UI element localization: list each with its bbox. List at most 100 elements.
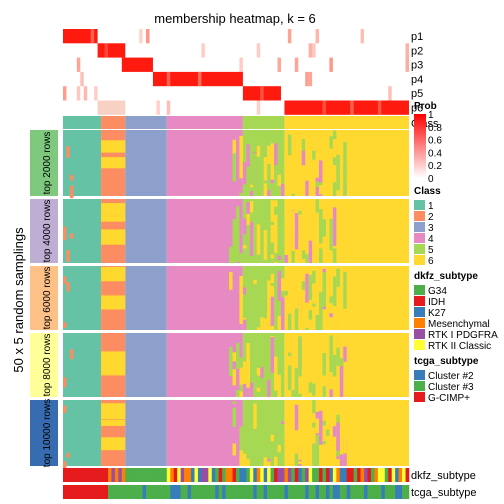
class-legend-swatch	[414, 211, 425, 221]
heat-streak	[270, 315, 275, 324]
dkfz-cell	[101, 468, 105, 482]
tcga-cell	[249, 485, 254, 499]
tcga-cell	[270, 485, 275, 499]
dkfz-cell	[201, 468, 206, 482]
class-segment-3	[125, 116, 167, 129]
heat-block-1	[63, 130, 102, 196]
heat-block-1	[63, 266, 102, 330]
heat-streak	[277, 255, 281, 261]
dkfz-cell	[256, 468, 261, 482]
prob-block-p1	[63, 29, 98, 44]
class-legend-label: 2	[428, 212, 434, 223]
dkfz-cell	[364, 468, 368, 482]
heat-streak	[301, 139, 306, 159]
tcga-cell	[94, 485, 98, 499]
heat-streak	[322, 219, 326, 237]
tcga-cell	[101, 485, 105, 499]
heat-streak	[277, 158, 281, 175]
heat-streak	[267, 280, 271, 323]
row-group-label: top 8000 rows	[42, 334, 53, 397]
heat-streak	[249, 190, 254, 196]
heat-streak	[246, 144, 250, 167]
heat-streak	[256, 367, 261, 376]
tcga-cell	[357, 485, 361, 499]
heat-streak	[236, 221, 240, 262]
heat-streak	[246, 343, 250, 381]
tcga-cell	[132, 485, 136, 499]
heat-streak	[63, 461, 67, 474]
heat-streak	[249, 382, 254, 397]
heat-streak	[277, 452, 281, 466]
heat-streak	[101, 437, 126, 451]
heat-streak	[287, 298, 292, 313]
prob-speckle	[146, 29, 150, 44]
dkfz-cell	[367, 468, 372, 482]
dkfz-cell	[225, 468, 230, 482]
heat-streak	[66, 249, 70, 262]
heat-streak	[274, 285, 278, 323]
heat-streak	[249, 413, 254, 430]
tcga-legend-label: G-CIMP+	[428, 393, 470, 404]
heat-streak	[270, 337, 275, 373]
heat-streak	[277, 167, 281, 187]
class-bar: Class	[63, 116, 439, 130]
tcga-cell	[73, 485, 78, 499]
heat-streak	[246, 183, 250, 196]
tcga-cell	[215, 485, 219, 499]
heat-streak	[101, 229, 126, 241]
dkfz-cell	[374, 468, 379, 482]
dkfz-cell	[370, 468, 375, 482]
prob-legend-tick: 0	[428, 174, 434, 185]
heat-streak	[294, 175, 299, 196]
dkfz-cell	[357, 468, 361, 482]
heat-streak	[263, 203, 268, 245]
tcga-cell	[146, 485, 150, 499]
tcga-cell	[191, 485, 195, 499]
heat-streak	[242, 287, 247, 295]
tcga-legend-swatch	[414, 392, 425, 402]
heat-streak	[343, 432, 347, 457]
heat-streak	[308, 389, 313, 393]
heat-streak	[101, 272, 126, 282]
tcga-cell	[263, 485, 268, 499]
legends: Prob10.80.60.40.20Class123456dkfz_subtyp…	[414, 101, 498, 404]
row-label-p1: p1	[411, 31, 423, 43]
heat-streak	[270, 434, 275, 442]
prob-speckle	[166, 71, 171, 87]
prob-legend-tick: 1	[428, 110, 434, 121]
prob-speckle	[201, 43, 205, 58]
tcga-cell	[242, 485, 247, 499]
heat-streak	[260, 317, 264, 330]
dkfz-cell	[301, 468, 306, 482]
tcga-cell	[367, 485, 372, 499]
tcga-cell	[388, 485, 392, 499]
heat-streak	[291, 390, 295, 397]
heat-streak	[270, 296, 275, 326]
dkfz-cell	[97, 468, 102, 482]
dkfz-cell	[325, 468, 330, 482]
heat-streak	[229, 433, 233, 443]
row-group-label: top 10000 rows	[42, 399, 53, 467]
heat-streak	[343, 324, 347, 328]
dkfz-cell	[128, 468, 133, 482]
heat-streak	[249, 212, 254, 231]
tcga-cell	[142, 485, 147, 499]
heat-streak	[312, 283, 316, 304]
heat-streak	[336, 240, 340, 254]
dkfz-cell	[118, 468, 123, 482]
heat-streak	[63, 377, 67, 384]
dkfz-cell	[139, 468, 143, 482]
heat-streak	[305, 180, 309, 196]
dkfz-cell	[197, 468, 202, 482]
prob-speckle	[388, 86, 392, 101]
heat-streak	[322, 441, 326, 445]
heat-streak	[263, 457, 268, 466]
heat-streak	[277, 270, 281, 301]
heat-streak	[305, 351, 309, 374]
dkfz-cell	[388, 468, 392, 482]
prob-blush	[97, 100, 126, 115]
heat-streak	[284, 290, 288, 296]
heat-streak	[308, 310, 313, 320]
heat-streak	[280, 221, 285, 256]
tcga-cell	[398, 485, 403, 499]
